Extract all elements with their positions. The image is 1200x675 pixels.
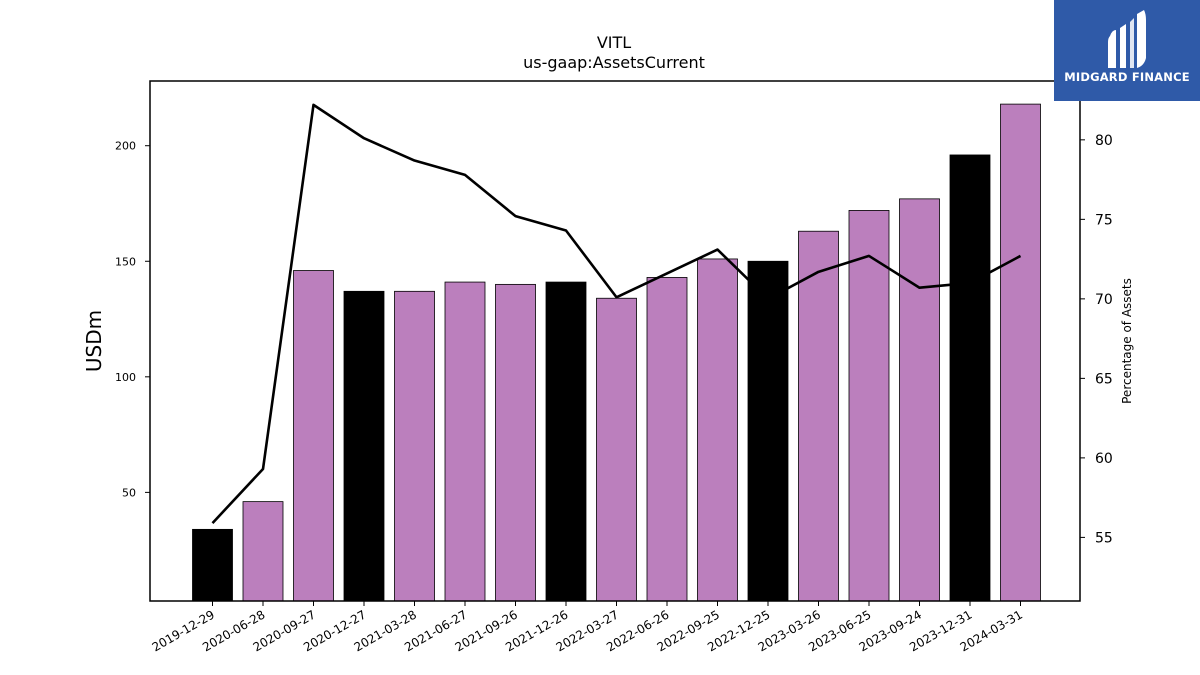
bar-2021-03-28 — [394, 290, 435, 602]
bar-2022-09-25 — [697, 258, 738, 602]
midgard-logo-icon — [1108, 10, 1146, 68]
bar-2023-09-24 — [899, 198, 940, 602]
line-group — [211, 103, 1022, 524]
bar-2023-03-26 — [798, 230, 839, 602]
y-tick-label: 50 — [122, 486, 136, 499]
bar-2021-06-27 — [444, 281, 486, 602]
x-axis: 2019-12-292020-06-282020-09-272020-12-27… — [150, 601, 1025, 654]
y-tick-label: 150 — [115, 255, 136, 268]
y-right-tick-label: 70 — [1095, 292, 1113, 308]
y-right-tick-label: 60 — [1095, 451, 1113, 467]
bar-2024-03-31 — [1000, 103, 1041, 602]
bar-2020-09-27 — [293, 270, 334, 602]
right-axis: 55 60 65 70 75 80 — [1080, 133, 1113, 546]
bar-2022-12-25 — [747, 260, 789, 602]
bars-group — [192, 103, 1041, 602]
chart-subtitle: us-gaap:AssetsCurrent — [523, 53, 705, 72]
bar-2022-06-26 — [646, 277, 688, 602]
y-axis-right-label: Percentage of Assets — [1120, 278, 1134, 404]
y-tick-label: 100 — [115, 371, 136, 384]
y-right-tick-label: 65 — [1095, 371, 1113, 387]
chart-title: VITL — [597, 33, 631, 52]
bar-2021-12-26 — [545, 281, 587, 602]
bar-2022-03-27 — [596, 297, 637, 602]
bar-2019-12-29 — [192, 528, 233, 602]
left-axis: 50 100 150 200 — [115, 140, 150, 499]
bar-2023-12-31 — [949, 154, 991, 602]
brand-name: MIDGARD FINANCE — [1064, 70, 1190, 84]
brand-logo: MIDGARD FINANCE — [1054, 0, 1200, 101]
bar-2023-06-25 — [848, 210, 890, 602]
bar-2020-06-28 — [242, 501, 284, 602]
bar-2020-12-27 — [343, 290, 385, 602]
y-axis-label: USDm — [82, 310, 106, 372]
y-right-tick-label: 80 — [1095, 133, 1113, 149]
y-right-tick-label: 55 — [1095, 530, 1113, 546]
y-right-tick-label: 75 — [1095, 212, 1113, 228]
plot-frame — [149, 80, 1081, 602]
y-tick-label: 200 — [115, 140, 136, 153]
bar-2021-09-26 — [495, 283, 536, 602]
